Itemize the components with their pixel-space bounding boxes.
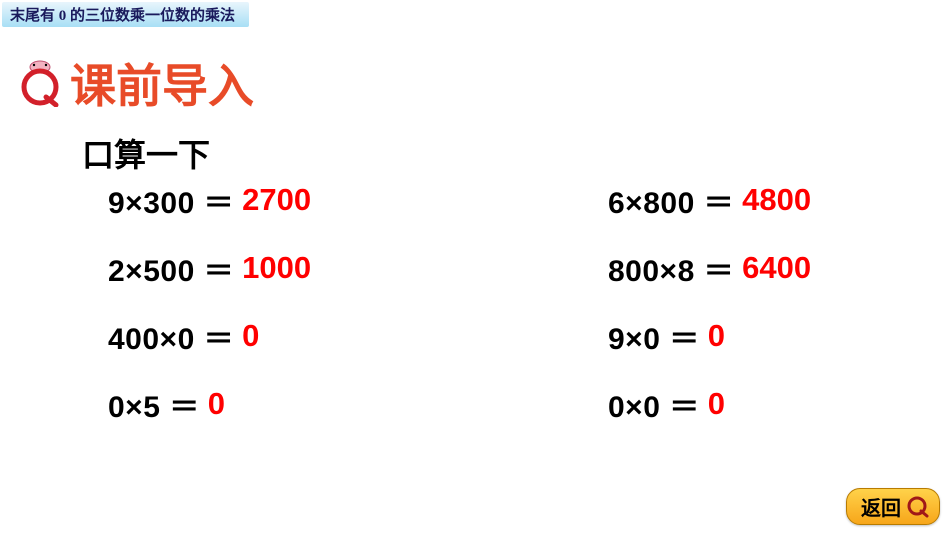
problem-cell: 9×300 ＝ 2700 [108, 178, 608, 222]
banner-text: 末尾有 0 的三位数乘一位数的乘法 [10, 8, 235, 24]
problem-expr: 800×8 ＝ [608, 246, 734, 290]
problem-ans: 6400 [742, 250, 811, 286]
problem-ans: 0 [708, 386, 725, 422]
problem-ans: 0 [708, 318, 725, 354]
banner: 末尾有 0 的三位数乘一位数的乘法 [2, 2, 249, 27]
problem-cell: 400×0 ＝ 0 [108, 314, 608, 358]
problem-expr: 9×300 ＝ [108, 178, 234, 222]
return-button-label: 返回 [861, 492, 901, 521]
problem-expr: 0×5 ＝ [108, 382, 200, 426]
return-button[interactable]: 返回 [846, 488, 940, 525]
problem-cell: 0×5 ＝ 0 [108, 382, 608, 426]
problem-row: 2×500 ＝ 1000 800×8 ＝ 6400 [108, 248, 888, 288]
problem-cell: 6×800 ＝ 4800 [608, 178, 888, 222]
problem-cell: 2×500 ＝ 1000 [108, 246, 608, 290]
problem-expr: 2×500 ＝ [108, 246, 234, 290]
problem-ans: 1000 [242, 250, 311, 286]
problem-expr: 6×800 ＝ [608, 178, 734, 222]
problems-grid: 9×300 ＝ 2700 6×800 ＝ 4800 2×500 ＝ 1000 8… [108, 180, 888, 452]
subtitle: 口算一下 [82, 130, 210, 176]
problem-ans: 0 [242, 318, 259, 354]
q-icon [907, 496, 929, 518]
problem-expr: 400×0 ＝ [108, 314, 234, 358]
problem-expr: 9×0 ＝ [608, 314, 700, 358]
problem-expr: 0×0 ＝ [608, 382, 700, 426]
problem-ans: 0 [208, 386, 225, 422]
problem-cell: 0×0 ＝ 0 [608, 382, 888, 426]
problem-cell: 9×0 ＝ 0 [608, 314, 888, 358]
problem-cell: 800×8 ＝ 6400 [608, 246, 888, 290]
title-row: 课前导入 [18, 50, 254, 116]
problem-row: 0×5 ＝ 0 0×0 ＝ 0 [108, 384, 888, 424]
problem-ans: 2700 [242, 182, 311, 218]
problem-ans: 4800 [742, 182, 811, 218]
problem-row: 400×0 ＝ 0 9×0 ＝ 0 [108, 316, 888, 356]
q-mascot-icon [18, 59, 62, 107]
page-title: 课前导入 [70, 50, 254, 116]
problem-row: 9×300 ＝ 2700 6×800 ＝ 4800 [108, 180, 888, 220]
